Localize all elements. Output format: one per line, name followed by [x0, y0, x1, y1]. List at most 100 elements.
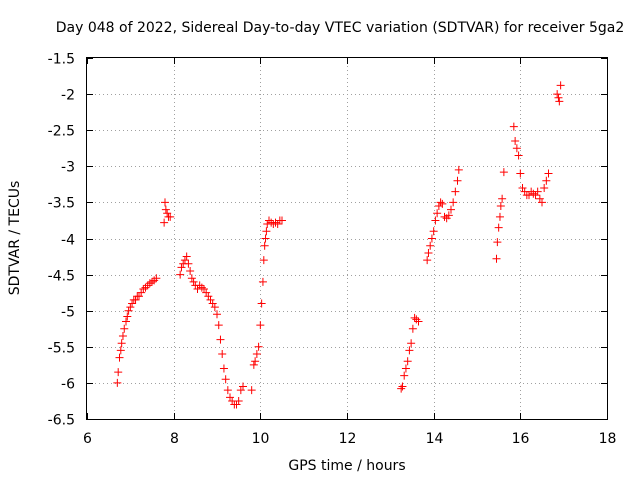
y-tick-label: -5	[61, 305, 75, 321]
data-point	[123, 312, 132, 321]
data-point	[449, 198, 458, 207]
grid-layer	[87, 58, 607, 419]
data-point	[403, 357, 412, 366]
x-tick-label: 16	[512, 431, 530, 447]
data-point	[431, 216, 440, 225]
data-point	[495, 212, 504, 221]
x-tick-label: 12	[339, 431, 357, 447]
data-point	[226, 393, 234, 402]
data-point	[424, 248, 433, 257]
data-point	[271, 218, 280, 227]
data-point	[139, 285, 148, 294]
data-point	[236, 386, 245, 395]
data-point	[259, 256, 268, 265]
data-point	[454, 165, 463, 174]
data-point	[218, 350, 227, 359]
data-point	[516, 169, 525, 178]
data-point	[262, 227, 271, 236]
x-tick-labels: 6 8 10 12 14 16 18	[83, 431, 616, 447]
data-point	[533, 187, 542, 196]
y-tick-label: -4	[61, 233, 75, 249]
data-point	[535, 194, 544, 203]
data-point	[161, 198, 169, 207]
y-tick-labels: -1.5 -2 -2.5 -3 -3.5 -4 -4.5 -5 -5.5 -6 -6.5	[48, 52, 75, 429]
data-point	[529, 189, 538, 198]
data-point	[514, 151, 523, 160]
x-tick-label: 6	[83, 431, 92, 447]
data-point	[426, 241, 435, 250]
data-point	[186, 266, 195, 275]
data-point	[232, 400, 241, 409]
data-point	[200, 285, 208, 294]
data-point	[114, 368, 123, 377]
y-tick-label: -3.5	[48, 196, 75, 212]
data-point	[254, 342, 263, 351]
data-point	[166, 212, 175, 221]
data-point	[247, 386, 256, 395]
data-point	[434, 202, 443, 211]
data-point	[436, 198, 445, 207]
y-tick-label: -2	[61, 88, 75, 104]
y-tick-label: -1.5	[48, 52, 75, 68]
chart-title: Day 048 of 2022, Sidereal Day-to-day VTE…	[56, 20, 625, 36]
data-point	[216, 335, 225, 344]
data-point	[122, 317, 130, 326]
data-point	[180, 256, 189, 265]
data-points	[113, 81, 565, 409]
data-point	[556, 81, 565, 90]
data-point	[440, 212, 449, 221]
data-point	[444, 211, 453, 220]
x-tick-label: 14	[426, 431, 444, 447]
x-tick-label: 18	[599, 431, 617, 447]
data-point	[219, 364, 228, 373]
data-point	[210, 303, 219, 312]
data-point	[177, 263, 186, 272]
data-point	[184, 259, 193, 268]
data-point	[116, 346, 125, 355]
data-point	[257, 299, 266, 308]
data-point	[160, 218, 169, 227]
data-point	[208, 299, 217, 308]
y-axis-label: SDTVAR / TECUs	[7, 181, 23, 296]
y-tick-label: -4.5	[48, 269, 75, 285]
data-point	[204, 292, 213, 301]
data-point	[148, 277, 156, 286]
data-point	[554, 93, 563, 102]
data-point	[197, 283, 206, 292]
data-point	[397, 384, 406, 393]
data-point	[137, 288, 146, 297]
data-point	[141, 283, 150, 292]
data-point	[161, 205, 170, 214]
data-point	[509, 122, 518, 131]
y-tick-label: -6	[61, 377, 75, 393]
data-point	[494, 223, 503, 232]
data-point	[496, 202, 505, 211]
data-point	[189, 277, 198, 286]
data-point	[117, 339, 126, 348]
x-tick-label: 10	[252, 431, 270, 447]
y-tick-label: -6.5	[48, 413, 75, 429]
data-point	[405, 346, 414, 355]
data-point	[260, 241, 269, 250]
data-point	[544, 169, 553, 178]
data-point	[401, 364, 410, 373]
data-point	[408, 324, 417, 333]
data-point	[131, 295, 140, 304]
data-point	[251, 357, 260, 366]
y-tick-label: -5.5	[48, 341, 75, 357]
data-point	[195, 281, 204, 290]
data-point	[433, 209, 442, 218]
data-point	[542, 176, 551, 185]
data-point	[414, 317, 423, 326]
data-point	[221, 375, 230, 384]
data-point	[427, 234, 436, 243]
data-point	[423, 256, 432, 265]
data-point	[124, 306, 133, 315]
data-point	[540, 183, 549, 192]
data-point	[438, 199, 447, 208]
data-point	[499, 168, 508, 177]
data-point	[115, 353, 124, 362]
data-point	[278, 216, 286, 225]
data-point	[273, 220, 282, 229]
